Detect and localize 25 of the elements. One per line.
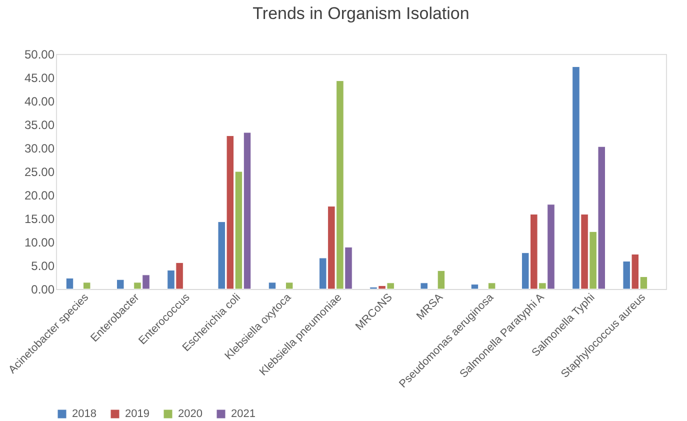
y-tick-label: 10.00 — [24, 236, 55, 250]
bar — [82, 282, 91, 290]
y-tick-label: 5.00 — [31, 259, 55, 273]
bar — [437, 270, 446, 290]
bar — [470, 284, 479, 290]
y-tick-label: 0.00 — [31, 282, 55, 296]
bar — [285, 282, 294, 290]
bar — [420, 282, 428, 290]
y-tick-label: 35.00 — [24, 118, 55, 132]
legend-label: 2019 — [125, 408, 150, 420]
chart-title: Trends in Organism Isolation — [252, 4, 470, 23]
bar — [66, 278, 74, 290]
y-tick-label: 15.00 — [24, 212, 55, 226]
y-tick-label: 30.00 — [24, 142, 55, 156]
y-tick-label: 45.00 — [24, 71, 55, 85]
y-tick-label: 20.00 — [24, 188, 55, 202]
bar — [488, 282, 496, 290]
y-tick-label: 25.00 — [24, 165, 55, 179]
bar — [116, 279, 124, 290]
y-tick-label: 50.00 — [24, 48, 55, 62]
y-tick-label: 40.00 — [24, 94, 55, 108]
legend-label: 2020 — [178, 408, 202, 420]
legend-label: 2021 — [231, 408, 256, 420]
legend-label: 2018 — [72, 408, 96, 420]
bar — [268, 282, 276, 290]
